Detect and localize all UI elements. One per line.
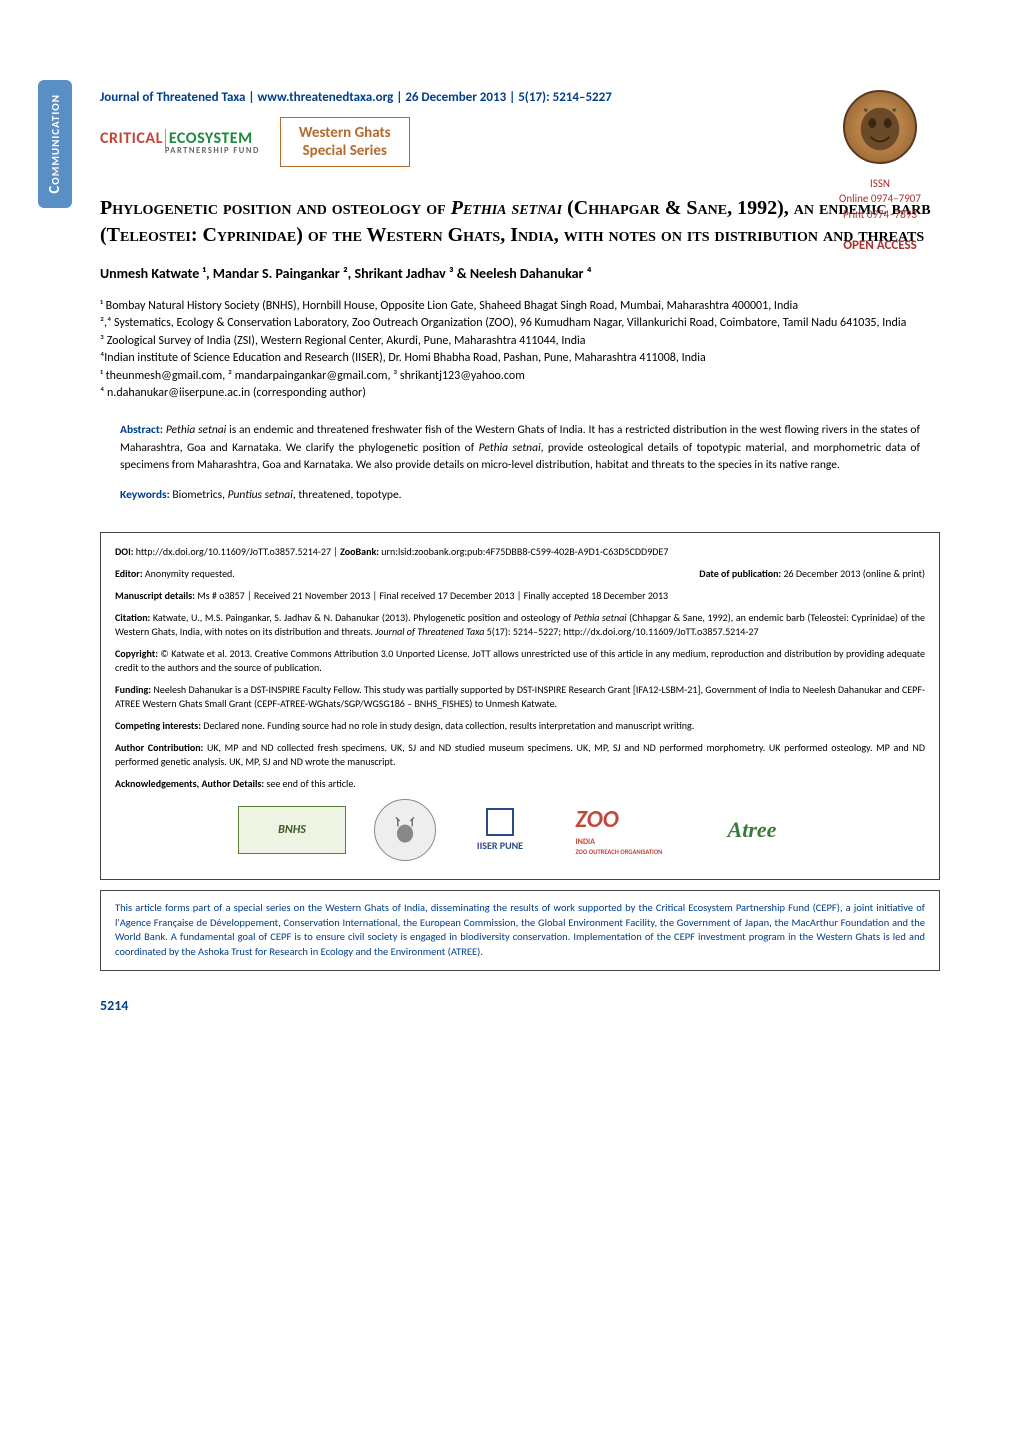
ack-line: Acknowledgements, Author Details: see en…: [115, 777, 925, 791]
title-block: Phylogenetic position and osteology of P…: [100, 195, 940, 265]
affil-4: ⁴Indian institute of Science Education a…: [100, 350, 940, 367]
keywords-block: Keywords: Biometrics, Puntius setnai, th…: [100, 488, 940, 502]
cepf-critical-text: CRITICAL: [100, 129, 163, 148]
deer-icon: [387, 812, 423, 848]
editor-label: Editor:: [115, 567, 143, 580]
issn-online: Online 0974–7907: [820, 191, 940, 206]
right-column: ISSN Online 0974–7907 Print 0974–7893 OP…: [820, 90, 940, 253]
bnhs-logo-text: BNHS: [278, 822, 306, 839]
keywords-species: Puntius setnai: [228, 488, 293, 502]
abstract-block: Abstract: Pethia setnai is an endemic an…: [100, 422, 940, 474]
datepub-label: Date of publication:: [699, 567, 781, 580]
affil-3: ³ Zoological Survey of India (ZSI), West…: [100, 333, 940, 350]
contribution-value: UK, MP and ND collected fresh specimens.…: [115, 741, 925, 768]
zoo-bot: ZOO OUTREACH ORGANISATION: [576, 848, 663, 857]
citation-post: 5(17): 5214–5227; http://dx.doi.org/10.1…: [484, 625, 758, 638]
article-title: Phylogenetic position and osteology of P…: [100, 195, 940, 249]
issn-label: ISSN: [820, 176, 940, 191]
copyright-value: © Katwate et al. 2013. Creative Commons …: [115, 647, 925, 674]
iiser-logo-icon: IISER PUNE: [464, 806, 536, 854]
cepf-logo: CRITICAL ECOSYSTEM PARTNERSHIP FUND: [100, 129, 260, 156]
copyright-line: Copyright: © Katwate et al. 2013. Creati…: [115, 647, 925, 675]
cepf-critical: CRITICAL: [100, 129, 163, 148]
competing-line: Competing interests: Declared none. Fund…: [115, 719, 925, 733]
citation-journal: Journal of Threatened Taxa: [375, 625, 484, 638]
open-access-label: OPEN ACCESS: [820, 238, 940, 253]
citation-pre: Katwate, U., M.S. Paingankar, S. Jadhav …: [150, 611, 574, 624]
side-tab-communication: Communication: [38, 80, 72, 208]
iiser-logo-wrap: IISER PUNE: [477, 808, 523, 853]
keywords-pre: Biometrics,: [170, 488, 228, 502]
editor-value: Anonymity requested.: [143, 567, 235, 580]
doi-value: http://dx.doi.org/10.11609/JoTT.o3857.52…: [134, 545, 341, 558]
citation-label: Citation:: [115, 611, 150, 624]
page-number: 5214: [100, 997, 940, 1014]
side-tab-label: Communication: [46, 94, 64, 194]
abstract-label: Abstract:: [120, 423, 163, 437]
special-series-box: Western Ghats Special Series: [280, 117, 410, 167]
title-pre: Phylogenetic position and osteology of: [100, 197, 451, 219]
abstract-species1: Pethia setnai: [166, 423, 226, 437]
logo-row: BNHS IISER PUNE ZOO INDIA ZOO OUTREACH O: [115, 799, 925, 861]
emails-2: ⁴ n.dahanukar@iiserpune.ac.in (correspon…: [100, 385, 940, 402]
ms-value: Ms # o3857 | Received 21 November 2013 |…: [195, 589, 668, 602]
cepf-sub-text: PARTNERSHIP FUND: [165, 146, 260, 156]
header-row: CRITICAL ECOSYSTEM PARTNERSHIP FUND West…: [100, 117, 940, 167]
page-content: Journal of Threatened Taxa | www.threate…: [100, 90, 940, 1014]
wildlife-inst-logo-icon: [374, 799, 436, 861]
cepf-ecosystem-text: ECOSYSTEM: [165, 129, 253, 148]
contribution-line: Author Contribution: UK, MP and ND colle…: [115, 741, 925, 769]
zoobank-label: ZooBank:: [340, 545, 379, 558]
cepf-ecosystem-block: ECOSYSTEM PARTNERSHIP FUND: [165, 129, 260, 156]
metadata-box: DOI: http://dx.doi.org/10.11609/JoTT.o38…: [100, 532, 940, 880]
funding-value: Neelesh Dahanukar is a DST-INSPIRE Facul…: [115, 683, 925, 710]
zoo-india: INDIA: [576, 837, 663, 848]
competing-label: Competing interests:: [115, 719, 201, 732]
citation-species: Pethia setnai: [574, 611, 627, 624]
zoo-logo-wrap: ZOO INDIA ZOO OUTREACH ORGANISATION: [576, 803, 663, 857]
keywords-label: Keywords:: [120, 488, 170, 502]
affil-1: ¹ Bombay Natural History Society (BNHS),…: [100, 298, 940, 315]
editor-line: Editor: Anonymity requested. Date of pub…: [115, 567, 925, 581]
affiliations-block: ¹ Bombay Natural History Society (BNHS),…: [100, 298, 940, 402]
citation-line: Citation: Katwate, U., M.S. Paingankar, …: [115, 611, 925, 639]
atree-logo-text: Atree: [728, 815, 777, 846]
issn-print: Print 0974–7893: [820, 207, 940, 222]
authors-line: Unmesh Katwate ¹, Mandar S. Paingankar ²…: [100, 265, 940, 282]
keywords-post: , threatened, topotype.: [293, 488, 402, 502]
ack-label: Acknowledgements, Author Details:: [115, 777, 264, 790]
series-line1: Western Ghats: [299, 124, 391, 142]
doi-line: DOI: http://dx.doi.org/10.11609/JoTT.o38…: [115, 545, 925, 559]
contribution-label: Author Contribution:: [115, 741, 203, 754]
issn-block: ISSN Online 0974–7907 Print 0974–7893: [820, 176, 940, 222]
iiser-square-icon: [486, 808, 514, 836]
copyright-label: Copyright:: [115, 647, 158, 660]
datepub-span: Date of publication: 26 December 2013 (o…: [699, 567, 925, 581]
zoobank-value: urn:lsid:zoobank.org:pub:4F75DBB8-C599-4…: [379, 545, 668, 558]
funding-label: Funding:: [115, 683, 151, 696]
doi-label: DOI:: [115, 545, 134, 558]
bnhs-logo-icon: BNHS: [238, 806, 346, 854]
series-line2: Special Series: [299, 142, 391, 160]
ms-details-line: Manuscript details: Ms # o3857 | Receive…: [115, 589, 925, 603]
title-row: Phylogenetic position and osteology of P…: [100, 195, 940, 265]
ms-label: Manuscript details:: [115, 589, 195, 602]
iiser-logo-text: IISER PUNE: [477, 839, 523, 853]
emails-1: ¹ theunmesh@gmail.com, ² mandarpainganka…: [100, 368, 940, 385]
affil-2: ²,⁴ Systematics, Ecology & Conservation …: [100, 315, 940, 332]
zoo-logo-icon: ZOO INDIA ZOO OUTREACH ORGANISATION: [564, 806, 674, 854]
tiger-icon: [851, 98, 909, 156]
jott-logo-icon: [843, 90, 917, 164]
atree-logo-icon: Atree: [702, 806, 802, 854]
ack-value: see end of this article.: [264, 777, 356, 790]
funding-line: Funding: Neelesh Dahanukar is a DST-INSP…: [115, 683, 925, 711]
title-species: Pethia setnai: [451, 197, 562, 219]
abstract-species2: Pethia setnai: [479, 441, 541, 455]
journal-citation-line: Journal of Threatened Taxa | www.threate…: [100, 90, 940, 105]
datepub-value: 26 December 2013 (online & print): [781, 567, 925, 580]
zoo-top: ZOO: [576, 805, 619, 834]
special-series-note: This article forms part of a special ser…: [100, 890, 940, 971]
competing-value: Declared none. Funding source had no rol…: [201, 719, 694, 732]
